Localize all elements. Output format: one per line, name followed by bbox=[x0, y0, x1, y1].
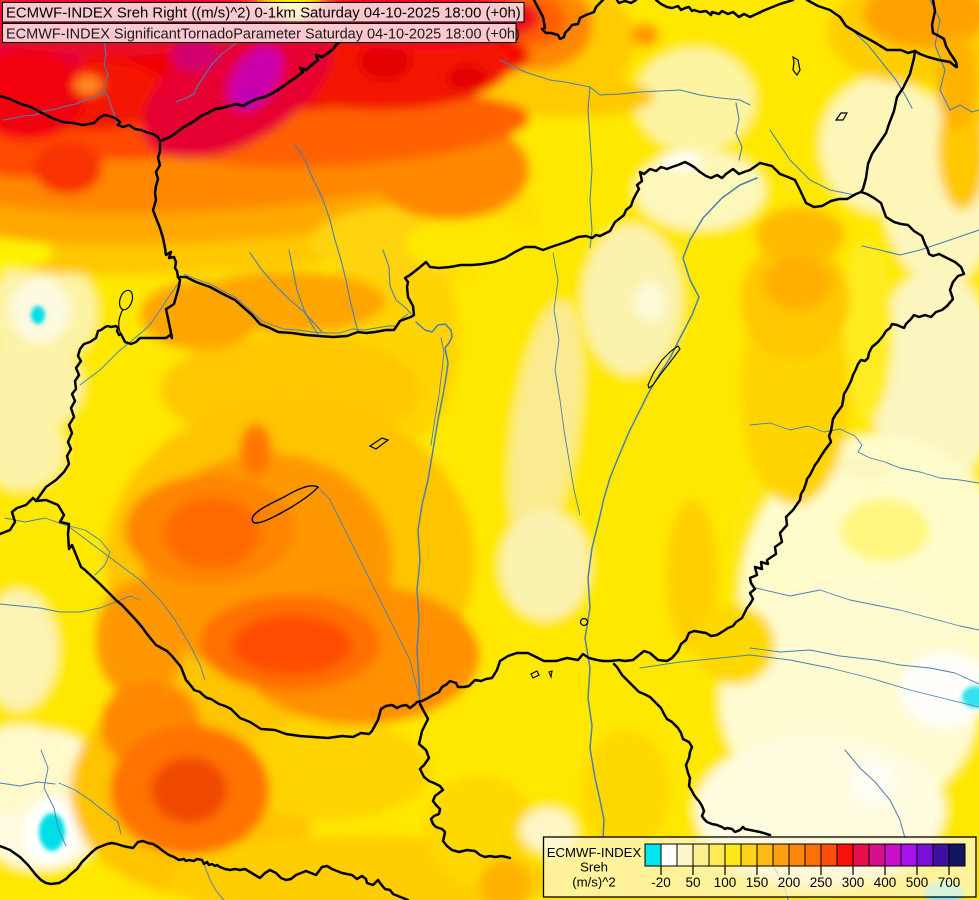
svg-text:250: 250 bbox=[810, 875, 833, 890]
svg-text:400: 400 bbox=[874, 875, 897, 890]
svg-text:150: 150 bbox=[746, 875, 769, 890]
svg-text:Sreh: Sreh bbox=[580, 860, 608, 875]
svg-text:700: 700 bbox=[938, 875, 961, 890]
svg-text:ECMWF-INDEX Sreh Right ((m/s)^: ECMWF-INDEX Sreh Right ((m/s)^2) 0-1km S… bbox=[6, 6, 521, 22]
svg-text:-20: -20 bbox=[651, 875, 671, 890]
svg-text:100: 100 bbox=[714, 875, 737, 890]
svg-text:300: 300 bbox=[842, 875, 865, 890]
svg-text:200: 200 bbox=[778, 875, 801, 890]
svg-text:ECMWF-INDEX SignificantTornado: ECMWF-INDEX SignificantTornadoParameter … bbox=[6, 27, 520, 43]
svg-text:(m/s)^2: (m/s)^2 bbox=[572, 875, 616, 890]
svg-text:500: 500 bbox=[906, 875, 929, 890]
svg-text:ECMWF-INDEX: ECMWF-INDEX bbox=[547, 845, 642, 860]
svg-text:50: 50 bbox=[685, 875, 700, 890]
